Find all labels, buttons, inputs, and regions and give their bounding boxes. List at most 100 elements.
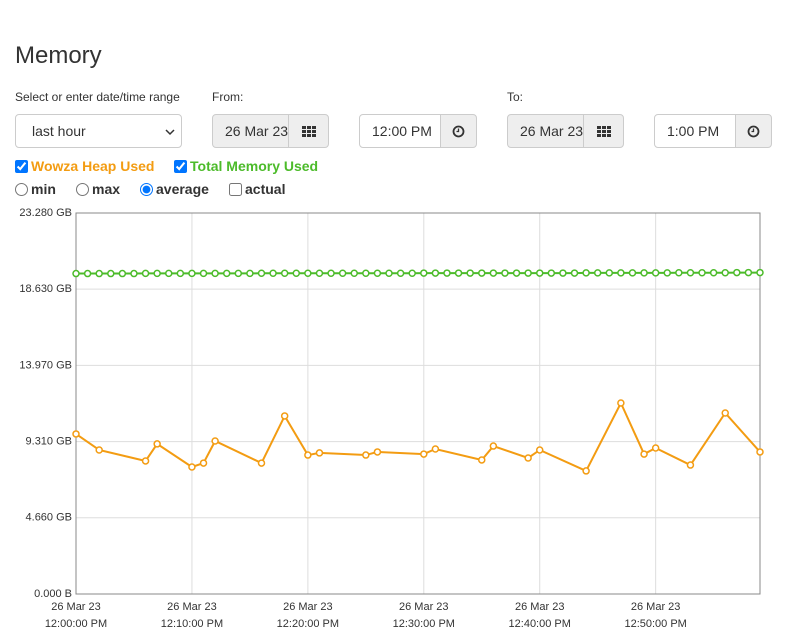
radio[interactable] [140,182,153,196]
agg-option[interactable]: max [76,181,120,197]
y-tick-label: 4.660 GB [26,512,72,524]
data-point [420,450,428,458]
x-tick-label: 12:00:00 PM [45,618,107,630]
from-time[interactable]: 12:00 PM [359,114,441,148]
legend-entry: Total Memory Used [190,158,319,174]
data-point [570,269,579,277]
actual-option[interactable]: actual [229,181,285,197]
data-point [408,269,416,277]
data-point [373,269,382,277]
data-point [304,269,312,277]
data-point [512,269,521,277]
data-point [582,269,590,277]
data-point [605,269,614,277]
data-point [280,269,289,277]
series-toggle[interactable]: Wowza Heap Used [15,158,154,174]
data-point [420,269,428,277]
data-point [478,456,486,464]
data-point [651,444,660,452]
x-tick-label: 12:20:00 PM [277,618,339,630]
x-tick-label: 26 Mar 23 [631,601,681,613]
data-point [95,269,103,278]
data-point [709,268,718,277]
agg-label: min [31,181,56,197]
clock-button[interactable] [735,114,772,148]
data-point [721,268,729,277]
agg-option[interactable]: average [140,181,209,197]
plot-frame [75,212,761,595]
series-toggle[interactable]: Total Memory Used [174,158,318,174]
data-point [478,269,486,277]
from-date[interactable]: 26 Mar 23 [212,114,289,148]
data-point [431,445,440,453]
calendar-button[interactable] [583,114,624,148]
from-label: From: [212,90,244,104]
data-point [582,467,590,475]
data-point [489,269,498,277]
checkbox[interactable] [229,182,242,196]
data-point [396,269,405,277]
data-point [431,269,440,277]
data-point [559,269,567,277]
data-point [246,269,254,278]
data-point [593,269,602,277]
data-point [362,269,370,277]
data-point [315,449,324,457]
data-point [524,454,532,462]
x-tick-label: 26 Mar 23 [515,601,565,613]
radio[interactable] [15,182,28,196]
range-select[interactable]: last hour [15,114,182,148]
data-point [141,457,150,465]
y-tick-label: 0.000 B [34,588,72,600]
checkbox[interactable] [174,159,187,173]
data-point [744,268,753,277]
calendar-button[interactable] [288,114,329,148]
to-date[interactable]: 26 Mar 23 [507,114,584,148]
data-point [617,399,625,407]
clock-button[interactable] [440,114,477,148]
data-point [466,269,474,277]
data-point [304,451,312,459]
data-point [640,450,648,458]
data-point [443,269,451,277]
data-point [72,430,80,438]
data-point [257,269,266,277]
data-point [385,269,393,277]
x-tick-label: 26 Mar 23 [51,601,101,613]
data-point [199,269,208,278]
data-point [663,269,672,277]
x-tick-label: 12:50:00 PM [624,618,686,630]
data-point [501,269,509,277]
data-point [269,269,277,277]
data-point [698,268,706,277]
series-line [75,400,761,473]
radio[interactable] [76,182,89,196]
agg-option[interactable]: min [15,181,56,197]
data-point [640,269,648,277]
to-time[interactable]: 1:00 PM [654,114,736,148]
range-value: last hour [32,123,86,139]
y-tick-label: 18.630 GB [19,283,72,295]
data-point [686,461,695,469]
data-point [338,269,347,277]
data-point [130,269,138,278]
x-tick-label: 26 Mar 23 [167,601,217,613]
x-tick-label: 12:10:00 PM [161,618,223,630]
checkbox[interactable] [15,159,28,173]
x-tick-label: 26 Mar 23 [399,601,449,613]
clock-icon [452,125,465,137]
data-point [188,269,196,278]
data-point [188,463,196,471]
data-point [675,268,683,277]
agg-label: max [92,181,121,197]
data-point [454,269,463,277]
calendar-icon [596,125,611,137]
data-point [83,269,92,278]
data-point [257,459,266,467]
x-tick-label: 12:40:00 PM [509,618,571,630]
data-point [628,269,637,277]
data-point [362,451,370,459]
data-point [176,269,185,278]
data-point [535,446,544,454]
data-point [327,269,335,277]
